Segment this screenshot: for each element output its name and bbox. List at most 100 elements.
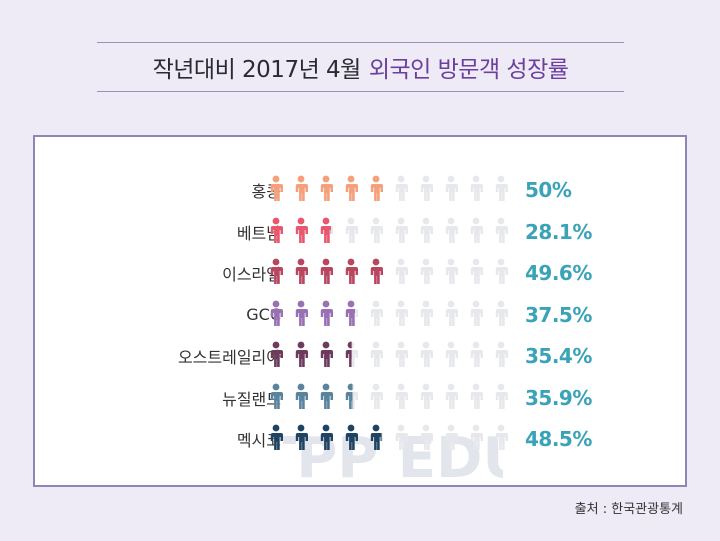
row-value: 35.9% [525,385,592,410]
person-icon-empty [495,217,508,243]
person-icon-empty [370,341,383,367]
title-main: 작년대비 2017년 4월 [152,57,362,83]
row-value: 48.5% [525,427,592,451]
row-value: 50% [525,178,572,202]
person-icons [270,383,508,409]
pictograph-row: 홍콩 50% [35,173,685,207]
person-icon-filled [345,175,358,201]
person-icon-empty [495,258,508,284]
person-icon-empty [470,217,483,243]
person-icon-empty [395,341,408,367]
person-icon-empty [470,258,483,284]
pictograph-row: 베트남 28.1% [35,215,685,249]
person-icon-empty [420,175,433,201]
person-icon-empty [395,217,408,243]
person-icon-empty [370,300,383,326]
person-icon-empty [445,175,458,201]
person-icon-empty [420,300,433,326]
person-icon-filled [320,424,333,450]
person-icon-empty [420,341,433,367]
person-icon-filled [320,217,333,243]
person-icon-empty [420,424,433,450]
person-icon-empty [445,300,458,326]
person-icon-filled [345,258,358,284]
person-icon-empty [470,424,483,450]
pictograph-row: 뉴질랜드 35.9% [35,381,685,415]
person-icon-empty [445,424,458,450]
person-icon-filled [345,341,358,367]
person-icon-filled [295,424,308,450]
person-icon-filled [295,217,308,243]
row-label: 이스라엘 [222,265,281,284]
person-icon-empty [420,217,433,243]
person-icon-filled [320,258,333,284]
person-icon-filled [295,175,308,201]
person-icon-empty [470,175,483,201]
person-icon-empty [470,300,483,326]
pictograph-row: 오스트레일리아 35.4% [35,339,685,373]
person-icon-filled [270,424,283,450]
row-value: 28.1% [525,219,592,244]
person-icon-empty [495,300,508,326]
person-icon-filled [370,424,383,450]
person-icon-filled [370,175,383,201]
person-icon-empty [370,217,383,243]
person-icon-empty [495,341,508,367]
person-icon-empty [395,258,408,284]
row-value: 35.4% [525,344,592,368]
person-icon-empty [395,424,408,450]
person-icons [270,341,508,367]
person-icon-empty [445,217,458,243]
source-note: 출처 : 한국관광통계 [574,502,683,517]
person-icon-filled [270,175,283,201]
row-label: 멕시코 [236,431,281,450]
pictograph-row: GCC 37.5% [35,298,685,332]
person-icon-filled [370,258,383,284]
person-icon-filled [345,383,358,409]
person-icon-empty [495,383,508,409]
person-icon-filled [320,341,333,367]
person-icon-filled [270,300,283,326]
person-icon-filled [295,341,308,367]
person-icon-empty [420,258,433,284]
person-icon-filled [270,383,283,409]
person-icon-filled [320,300,333,326]
person-icon-empty [395,300,408,326]
person-icon-empty [395,175,408,201]
person-icon-filled [345,300,358,326]
person-icon-filled [320,175,333,201]
person-icon-empty [495,424,508,450]
row-label: 오스트레일리아 [177,348,281,367]
person-icon-filled [320,383,333,409]
person-icon-empty [395,383,408,409]
person-icons [270,175,508,201]
person-icon-empty [445,258,458,284]
person-icon-empty [470,341,483,367]
row-value: 49.6% [525,261,592,285]
person-icons [270,217,508,243]
pictograph-row: 이스라엘 49.6% [35,256,685,290]
person-icon-filled [270,217,283,243]
person-icon-empty [470,383,483,409]
person-icons [270,300,508,326]
person-icon-empty [370,383,383,409]
person-icon-filled [345,424,358,450]
person-icons [270,424,508,450]
person-icon-filled [295,383,308,409]
pictograph-row: 멕시코 48.5% [35,422,685,456]
person-icon-empty [445,383,458,409]
chart-panel: TPP EDU 홍콩50%베트남28.1%이스라엘49.6%GCC37.5%오스… [33,135,687,491]
title-accent: 외국인 방문객 성장률 [368,57,569,83]
person-icon-empty [345,217,358,243]
person-icons [270,258,508,284]
row-label: 베트남 [236,223,281,243]
person-icon-filled [270,341,283,367]
person-icon-filled [295,300,308,326]
person-icon-empty [420,383,433,409]
person-icon-empty [445,341,458,367]
row-label: 뉴질랜드 [222,389,281,409]
person-icon-filled [295,258,308,284]
row-value: 37.5% [525,302,592,327]
person-icon-filled [270,258,283,284]
chart-title: 작년대비 2017년 4월 외국인 방문객 성장률 [97,42,624,92]
